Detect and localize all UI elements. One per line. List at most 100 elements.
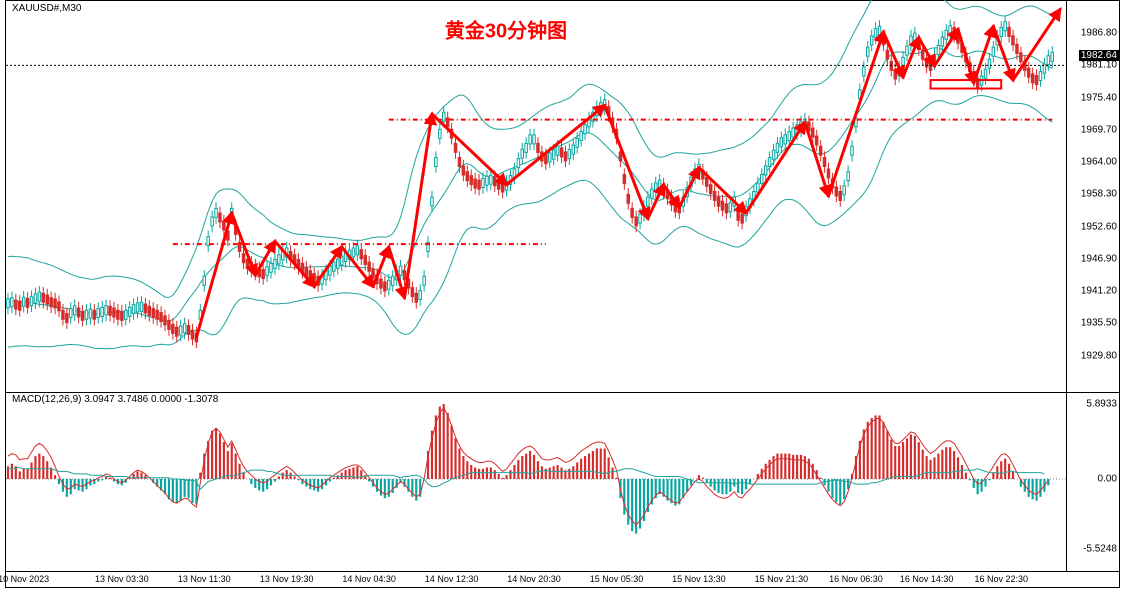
candle-body — [1008, 27, 1011, 36]
candle-body — [819, 146, 822, 155]
candle-body — [391, 276, 394, 285]
candle-body — [717, 197, 720, 206]
candle-body — [623, 175, 626, 184]
candle-body — [183, 324, 186, 333]
candle-body — [549, 153, 552, 162]
candle-body — [776, 143, 779, 152]
candle-body — [721, 201, 724, 210]
candle-body — [109, 306, 112, 315]
candle-body — [38, 292, 41, 301]
candle-body — [93, 310, 96, 319]
candle-body — [894, 70, 897, 79]
candle-body — [66, 314, 69, 323]
candle-body — [191, 330, 194, 339]
price-tick-label: 1969.70 — [1081, 124, 1117, 135]
trend-arrow — [404, 114, 431, 298]
candle-body — [921, 50, 924, 59]
price-tick-label: 1964.00 — [1081, 157, 1117, 168]
candle-body — [211, 217, 214, 226]
candle-body — [454, 143, 457, 152]
candle-body — [992, 47, 995, 56]
price-plot[interactable] — [6, 1, 1066, 392]
trend-arrow — [507, 106, 605, 185]
candle-body — [937, 46, 940, 55]
trend-arrow — [275, 241, 314, 286]
candle-body — [97, 309, 100, 318]
candle-body — [435, 158, 438, 167]
time-tick-label: 16 Nov 06:30 — [829, 574, 883, 584]
time-tick-label: 16 Nov 22:30 — [974, 574, 1028, 584]
candle-body — [313, 274, 316, 283]
candle-body — [238, 242, 241, 251]
candle-body — [949, 26, 952, 35]
price-tick-label: 1981.10 — [1081, 60, 1117, 71]
candle-body — [15, 300, 18, 309]
price-tick-label: 1935.50 — [1081, 318, 1117, 329]
candle-body — [482, 179, 485, 188]
candle-body — [780, 138, 783, 147]
candle-body — [835, 187, 838, 196]
candle-body — [179, 326, 182, 335]
candle-body — [851, 146, 854, 155]
candle-body — [176, 327, 179, 336]
candle-body — [399, 266, 402, 275]
candle-body — [764, 166, 767, 175]
macd-plot[interactable] — [6, 392, 1066, 571]
time-tick-label: 15 Nov 21:30 — [755, 574, 809, 584]
candle-body — [706, 177, 709, 186]
candle-body — [274, 259, 277, 268]
candle-body — [497, 180, 500, 189]
candle-body — [125, 310, 128, 319]
candle-body — [870, 36, 873, 45]
candle-body — [517, 159, 520, 168]
candle-body — [631, 208, 634, 217]
candle-body — [58, 302, 61, 311]
candle-body — [556, 146, 559, 155]
candle-body — [1012, 36, 1015, 45]
candle-body — [470, 176, 473, 185]
candle-body — [709, 185, 712, 194]
candle-body — [403, 271, 406, 280]
candle-body — [278, 255, 281, 264]
candle-body — [906, 46, 909, 55]
time-tick-label: 14 Nov 04:30 — [342, 574, 396, 584]
candle-body — [863, 67, 866, 76]
candle-body — [945, 30, 948, 39]
candle-body — [89, 309, 92, 318]
candle-body — [144, 304, 147, 313]
time-tick-label: 16 Nov 14:30 — [900, 574, 954, 584]
candle-body — [941, 37, 944, 46]
chart-frame[interactable]: XAUUSD#,M30MACD(12,26,9) 3.0947 3.7486 0… — [5, 0, 1120, 588]
candle-body — [792, 128, 795, 137]
macd-tick-label: -5.5248 — [1083, 544, 1117, 555]
candle-body — [788, 132, 791, 141]
candle-body — [132, 305, 135, 314]
trend-arrow — [746, 122, 805, 213]
candle-body — [619, 152, 622, 161]
candle-body — [1039, 72, 1042, 81]
candle-body — [651, 189, 654, 198]
trend-arrow — [605, 106, 648, 219]
candle-body — [431, 197, 434, 206]
candle-body — [910, 36, 913, 45]
candle-body — [333, 262, 336, 271]
candle-body — [50, 298, 53, 307]
candle-body — [533, 135, 536, 144]
candle-body — [545, 155, 548, 164]
candle-body — [168, 320, 171, 329]
candle-body — [148, 306, 151, 315]
candle-body — [635, 217, 638, 226]
candle-body — [878, 26, 881, 35]
candle-body — [30, 297, 33, 306]
candle-body — [113, 308, 116, 317]
candle-body — [419, 291, 422, 300]
candle-body — [847, 172, 850, 181]
candle-body — [521, 149, 524, 158]
candle-body — [11, 298, 14, 307]
candle-body — [42, 293, 45, 302]
candle-body — [364, 255, 367, 264]
price-tick-label: 1929.80 — [1081, 350, 1117, 361]
candle-body — [215, 208, 218, 217]
candle-body — [136, 303, 139, 312]
candle-body — [823, 158, 826, 167]
